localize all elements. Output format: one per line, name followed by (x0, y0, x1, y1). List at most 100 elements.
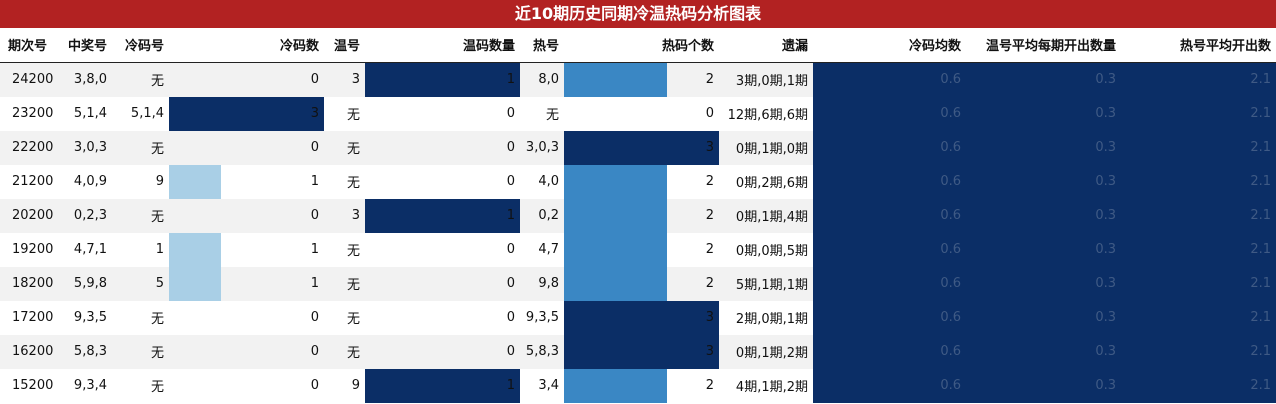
cell-win-numbers: 9,3,5 (73, 310, 107, 325)
cell-win-numbers: 3,0,3 (73, 140, 107, 155)
cell-cold-count: 0 (169, 199, 324, 233)
cell-cold-count: 0 (169, 62, 324, 97)
cell-miss: 3期,0期,1期 (735, 74, 808, 89)
cell-hot-count: 2 (564, 368, 719, 403)
cell-warm-avg: 0.3 (966, 266, 1121, 301)
header-miss: 遗漏 (781, 39, 808, 55)
cell-hot-numbers: 9,8 (538, 276, 559, 291)
cell-hot-avg: 2.1 (1121, 300, 1276, 335)
cell-cold-count: 1 (169, 266, 324, 301)
cell-cold-count-value: 0 (310, 309, 319, 325)
cell-cold-avg: 0.6 (813, 232, 966, 267)
analysis-table: 期次号 中奖号 冷码号 冷码数 温号 温码数量 热号 热码个数 遗漏 冷码均数 … (0, 28, 1276, 403)
cell-cold-count: 1 (169, 164, 324, 199)
cell-warm-numbers: 无 (346, 346, 360, 361)
cell-warm-count: 0 (365, 165, 520, 199)
cell-miss: 4期,1期,2期 (735, 380, 808, 395)
cell-warm-numbers: 3 (351, 208, 360, 223)
cell-miss: 5期,1期,1期 (735, 278, 808, 293)
cell-cold-avg: 0.6 (813, 368, 966, 403)
cell-hot-count-value: 2 (705, 173, 714, 189)
cell-warm-avg: 0.3 (966, 198, 1121, 233)
cell-miss: 0期,1期,0期 (735, 142, 808, 157)
cell-cold-count: 3 (169, 96, 324, 131)
cell-warm-count-value: 0 (506, 241, 515, 257)
data-bar (564, 198, 668, 233)
cell-hot-avg: 2.1 (1121, 368, 1276, 403)
cell-hot-count: 3 (564, 300, 719, 335)
cell-cold-count: 0 (169, 131, 324, 165)
data-bar (564, 334, 719, 369)
cell-cold-count-value: 0 (310, 139, 319, 155)
cell-warm-count-value: 0 (506, 309, 515, 325)
table-row: 21200 4,0,9 9 1 无 0 4,0 2 0期,2期,6期 0.6 0.3 2.1 (0, 164, 1276, 199)
cell-hot-numbers: 3,0,3 (525, 140, 559, 155)
cell-hot-count-value: 3 (705, 343, 714, 359)
cell-warm-count-value: 1 (506, 71, 515, 87)
header-win: 中奖号 (67, 39, 107, 55)
header-warm-count: 温码数量 (462, 39, 515, 55)
cell-cold-count-value: 0 (310, 207, 319, 223)
cell-period: 21200 (12, 174, 54, 189)
cell-cold-numbers: 无 (150, 142, 164, 157)
cell-cold-avg: 0.6 (813, 266, 966, 301)
cell-hot-count-value: 2 (705, 71, 714, 87)
cell-warm-numbers: 无 (346, 176, 360, 191)
table-row: 16200 5,8,3 无 0 无 0 5,8,3 3 0期,1期,2期 0.6 0.3 2.1 (0, 334, 1276, 369)
cell-warm-count: 1 (365, 198, 520, 233)
cell-hot-avg: 2.1 (1121, 130, 1276, 165)
data-bar (169, 96, 324, 131)
data-bar (564, 300, 719, 335)
cell-cold-numbers: 无 (150, 380, 164, 395)
cell-hot-numbers: 9,3,5 (525, 310, 559, 325)
cell-warm-count: 0 (365, 335, 520, 369)
cell-cold-avg: 0.6 (813, 300, 966, 335)
cell-cold-count: 0 (169, 369, 324, 403)
cell-miss: 2期,0期,1期 (735, 312, 808, 327)
cell-warm-avg: 0.3 (966, 300, 1121, 335)
table-row: 24200 3,8,0 无 0 3 1 8,0 2 3期,0期,1期 0.6 0.3 2.1 (0, 62, 1276, 97)
header-row: 期次号 中奖号 冷码号 冷码数 温号 温码数量 热号 热码个数 遗漏 冷码均数 … (0, 28, 1276, 62)
cell-hot-count: 2 (564, 62, 719, 97)
cell-hot-count-value: 2 (705, 377, 714, 393)
data-bar (169, 266, 221, 301)
cell-cold-count: 1 (169, 232, 324, 267)
cell-win-numbers: 9,3,4 (73, 378, 107, 393)
cell-miss: 0期,1期,4期 (735, 210, 808, 225)
data-bar (365, 368, 520, 403)
header-warm-nums: 温号 (333, 39, 360, 55)
cell-period: 20200 (12, 208, 54, 223)
cell-hot-numbers: 8,0 (538, 72, 559, 87)
cell-warm-numbers: 无 (346, 142, 360, 157)
data-bar (564, 232, 668, 267)
cell-warm-avg: 0.3 (966, 130, 1121, 165)
cell-warm-count: 0 (365, 233, 520, 267)
cell-warm-numbers: 无 (346, 244, 360, 259)
cell-miss: 12期,6期,6期 (727, 108, 808, 123)
header-warm-avg: 温号平均每期开出数量 (985, 39, 1116, 55)
table-row: 17200 9,3,5 无 0 无 0 9,3,5 3 2期,0期,1期 0.6 0.3 2.1 (0, 300, 1276, 335)
cell-warm-count-value: 0 (506, 105, 515, 121)
cell-miss: 0期,0期,5期 (735, 244, 808, 259)
header-hot-count: 热码个数 (661, 39, 714, 55)
cell-cold-avg: 0.6 (813, 62, 966, 97)
cell-cold-avg: 0.6 (813, 334, 966, 369)
cell-warm-count-value: 0 (506, 173, 515, 189)
table-title: 近10期历史同期冷温热码分析图表 (0, 0, 1276, 28)
data-bar (365, 198, 520, 233)
cell-warm-numbers: 无 (346, 108, 360, 123)
cell-cold-numbers: 无 (150, 74, 164, 89)
cell-period: 18200 (12, 276, 54, 291)
cell-warm-numbers: 3 (351, 72, 360, 87)
cell-win-numbers: 3,8,0 (73, 72, 107, 87)
cell-warm-numbers: 无 (346, 312, 360, 327)
cell-cold-count: 0 (169, 301, 324, 335)
cell-warm-count: 0 (365, 97, 520, 131)
cell-period: 17200 (12, 310, 54, 325)
cell-warm-numbers: 9 (351, 378, 360, 393)
table-row: 19200 4,7,1 1 1 无 0 4,7 2 0期,0期,5期 0.6 0.3 2.1 (0, 232, 1276, 267)
cell-hot-avg: 2.1 (1121, 232, 1276, 267)
data-bar (564, 266, 668, 301)
cell-win-numbers: 0,2,3 (73, 208, 107, 223)
cell-win-numbers: 5,9,8 (73, 276, 107, 291)
